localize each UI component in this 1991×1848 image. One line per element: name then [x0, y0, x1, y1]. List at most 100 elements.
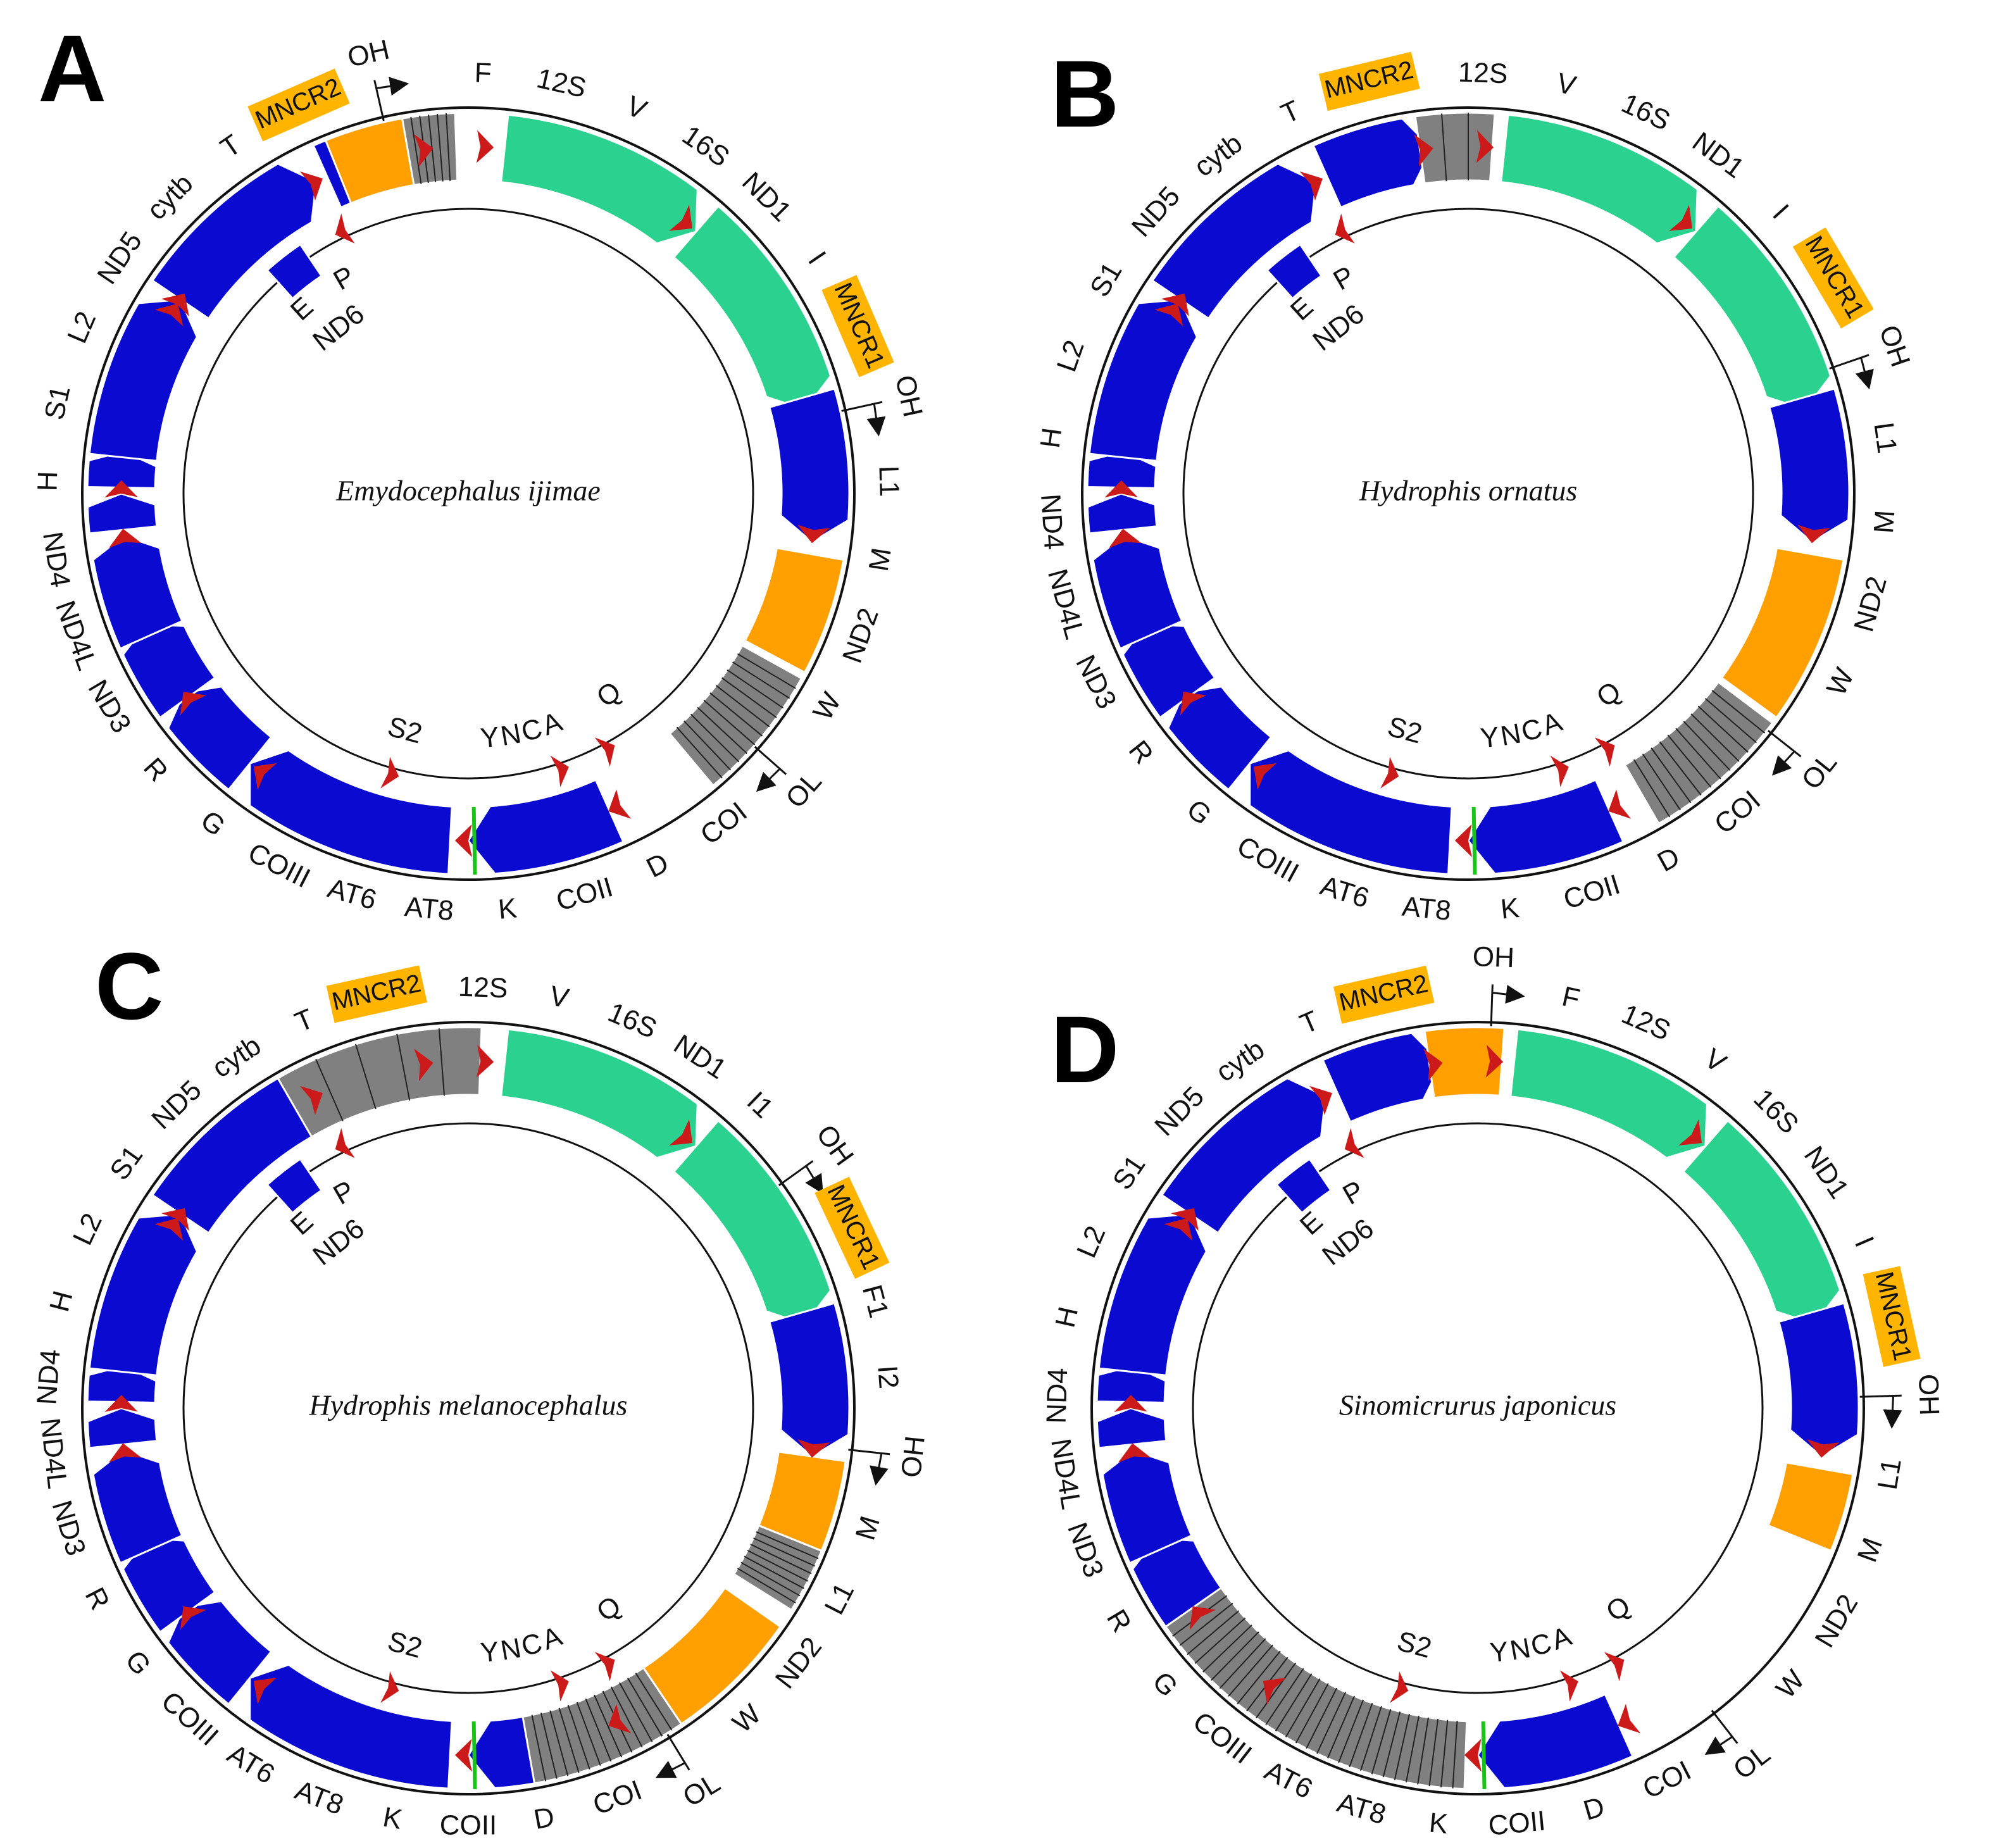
- inner-label-q: Q: [591, 1590, 627, 1628]
- label-g: G: [1181, 794, 1218, 832]
- repeat-divider: [737, 653, 796, 689]
- label-oh: OH: [1873, 322, 1916, 371]
- repeat-divider: [1417, 1717, 1429, 1785]
- label-coi: COI: [695, 796, 753, 851]
- label-s1: S1: [104, 1140, 149, 1185]
- repeat-divider: [1441, 113, 1447, 182]
- repeat-divider: [355, 1044, 377, 1109]
- repeat-divider: [1675, 728, 1721, 780]
- repeat-divider: [1256, 1663, 1296, 1719]
- trna-arrowhead-icon: [154, 303, 184, 327]
- highlight-box: [1863, 1266, 1921, 1367]
- repeat-divider: [737, 1568, 796, 1604]
- trna-arrowhead-icon: [299, 171, 323, 201]
- repeat-divider: [1187, 1610, 1240, 1656]
- label-l2: L2: [1071, 1221, 1111, 1262]
- inner-label-q: Q: [591, 675, 627, 713]
- label-nd1: ND1: [736, 166, 797, 228]
- label-nd2: ND2: [770, 1632, 828, 1695]
- trna-arrowhead-icon: [1164, 1218, 1193, 1241]
- trna-arrowhead-icon: [299, 1085, 323, 1115]
- inner-label-p: P: [1338, 1175, 1370, 1211]
- label-cytb: cytb: [141, 168, 199, 226]
- nd1-block: [768, 1302, 851, 1458]
- label-coiii: COIII: [243, 837, 315, 894]
- label-at8: AT8: [1333, 1787, 1389, 1831]
- label-ol: OL: [678, 1767, 726, 1813]
- panel-a: A F 12SV16SND1IMNCR1OHL1MND2WOLCOIDCOIIKAT…: [32, 15, 928, 927]
- label-mncr1: MNCR1: [815, 1177, 890, 1279]
- trna-arrowhead-icon: [1608, 789, 1632, 819]
- repeat-divider: [1452, 1720, 1458, 1789]
- label-w: W: [807, 687, 847, 725]
- trna-arrowhead-icon: [1170, 1208, 1199, 1232]
- repeat-divider: [756, 1531, 819, 1559]
- label-f: F: [474, 58, 492, 89]
- nd3-block: [86, 1407, 158, 1449]
- repeat-divider: [1306, 1687, 1338, 1749]
- inner-label-y: Y: [1479, 721, 1501, 754]
- species-name: Hydrophis ornatus: [1359, 475, 1578, 507]
- arrow-icon: [1855, 357, 1874, 390]
- repeat-divider: [627, 1677, 663, 1737]
- panel-letter: A: [38, 15, 106, 122]
- nd3-block: [1086, 492, 1158, 535]
- label-k: K: [1499, 892, 1521, 925]
- trna-arrowhead-icon: [1335, 213, 1355, 244]
- inner-label-s2: S2: [384, 1625, 425, 1664]
- trna-arrowhead-icon: [1344, 1128, 1364, 1158]
- repeat-divider: [1285, 1678, 1321, 1738]
- label-nd5: ND5: [91, 226, 148, 289]
- coi-block: [249, 1663, 453, 1790]
- label-at8: AT8: [291, 1775, 348, 1821]
- repeat-divider: [1440, 1720, 1449, 1788]
- repeat-divider: [1659, 741, 1702, 796]
- label-l2: L2: [1051, 336, 1090, 375]
- label-oh-line: [1859, 1394, 1902, 1398]
- inner-ring: [1192, 1122, 1764, 1694]
- label-k: K: [497, 892, 518, 925]
- repeat-block: [668, 644, 803, 787]
- label-r: R: [1123, 735, 1159, 770]
- repeat-divider: [1690, 713, 1740, 762]
- trna-arrowhead-icon: [1476, 130, 1494, 163]
- species-name: Hydrophis melanocephalus: [309, 1389, 628, 1421]
- outer-ring: [1090, 1021, 1865, 1795]
- repeat-divider: [1237, 1651, 1281, 1704]
- label-nd1: ND1: [668, 1028, 732, 1085]
- label-at8: AT8: [1401, 891, 1452, 927]
- repeat-divider: [1651, 747, 1692, 804]
- coi-block: [249, 749, 453, 875]
- trna-arrowhead-icon: [797, 1439, 830, 1458]
- label-i2: I2: [871, 1364, 904, 1390]
- label-mncr2: MNCR2: [326, 965, 428, 1023]
- ol-marker: [1471, 806, 1477, 875]
- label-16s: 16S: [604, 997, 661, 1045]
- arrow-icon: [1883, 1395, 1902, 1429]
- label-s1: S1: [1107, 1150, 1152, 1196]
- trna-arrowhead-icon: [669, 1119, 693, 1146]
- repeat-block: [1623, 680, 1774, 825]
- inner-ring: [1182, 208, 1754, 780]
- nd1-block: [1777, 1302, 1860, 1458]
- trna-arrowhead-icon: [335, 1128, 355, 1158]
- label-coii: COII: [440, 1810, 497, 1841]
- label-oh-line: [778, 1160, 814, 1187]
- label-m: M: [1868, 509, 1901, 535]
- label-ol-line: [1767, 730, 1802, 758]
- label-nd1: ND1: [1798, 1140, 1855, 1204]
- trna-arrowhead-icon: [454, 824, 473, 858]
- label-v: V: [1699, 1043, 1732, 1079]
- label-v: V: [1554, 67, 1580, 102]
- inner-ring: [182, 1122, 754, 1694]
- label-t: T: [1276, 94, 1305, 130]
- label-h: H: [1049, 1304, 1084, 1330]
- repeat-divider: [1219, 1638, 1266, 1689]
- inner-label-p: P: [1328, 260, 1360, 296]
- label-v: V: [547, 980, 572, 1015]
- label-ol: OL: [1795, 747, 1843, 795]
- coii-block: [166, 1600, 273, 1706]
